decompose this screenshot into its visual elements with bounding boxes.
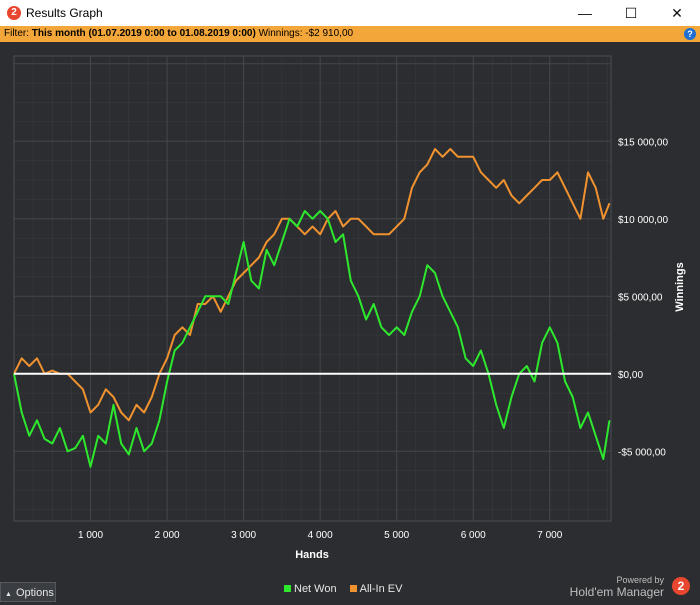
title-bar: 2 Results Graph — ☐ ✕ bbox=[0, 0, 700, 27]
filter-value: This month (01.07.2019 0:00 to 01.08.201… bbox=[31, 28, 256, 39]
legend-item-net-won[interactable]: Net Won bbox=[284, 583, 337, 595]
options-label: Options bbox=[15, 587, 54, 599]
app-logo-icon: 2 bbox=[7, 6, 21, 20]
y-tick-labels: -$5 000,00 $0,00 $5 000,00 $10 000,00 $15 00… bbox=[618, 137, 668, 458]
y-tick-label: $10 000,00 bbox=[618, 215, 668, 226]
y-axis-title: Winnings bbox=[674, 262, 686, 311]
legend-swatch-net-won bbox=[284, 585, 291, 592]
brand-logo-icon: 2 bbox=[672, 577, 690, 595]
x-tick-labels: 1 000 2 000 3 000 4 000 5 000 6 000 7 000 bbox=[78, 530, 563, 541]
series-line-all-in-ev bbox=[13, 148, 611, 422]
legend-label: Net Won bbox=[294, 583, 337, 595]
x-tick-label: 3 000 bbox=[231, 530, 256, 541]
help-icon[interactable]: ? bbox=[684, 28, 696, 40]
brand-name: Hold'em Manager bbox=[569, 585, 664, 599]
filter-label: Filter: bbox=[4, 28, 29, 39]
minimize-button[interactable]: — bbox=[578, 5, 592, 21]
options-button[interactable]: ▲ Options bbox=[0, 582, 56, 602]
results-chart: 1 000 2 000 3 000 4 000 5 000 6 000 7 000 -$5 … bbox=[13, 55, 686, 561]
maximize-button[interactable]: ☐ bbox=[624, 5, 638, 21]
x-axis-title: Hands bbox=[295, 549, 329, 561]
y-tick-label: $0,00 bbox=[618, 370, 643, 381]
plot-frame bbox=[13, 55, 612, 522]
x-tick-label: 1 000 bbox=[78, 530, 103, 541]
legend-label: All-In EV bbox=[359, 583, 403, 595]
chart-legend: Net Won All-In EV bbox=[284, 583, 412, 595]
close-button[interactable]: ✕ bbox=[671, 5, 683, 21]
x-tick-label: 2 000 bbox=[155, 530, 180, 541]
chart-grid bbox=[13, 55, 612, 522]
window-title: Results Graph bbox=[26, 6, 103, 20]
chart-series bbox=[13, 148, 611, 468]
powered-by-text: Powered by bbox=[616, 575, 664, 585]
legend-item-all-in-ev[interactable]: All-In EV bbox=[349, 583, 403, 595]
y-tick-label: -$5 000,00 bbox=[618, 447, 666, 458]
winnings-label: Winnings: bbox=[258, 28, 303, 39]
series-line-net-won bbox=[13, 210, 611, 468]
triangle-up-icon: ▲ bbox=[5, 591, 12, 598]
x-tick-label: 6 000 bbox=[461, 530, 486, 541]
filter-bar: Filter: This month (01.07.2019 0:00 to 0… bbox=[0, 26, 700, 42]
x-tick-label: 4 000 bbox=[308, 530, 333, 541]
y-tick-label: $5 000,00 bbox=[618, 292, 663, 303]
x-tick-label: 5 000 bbox=[384, 530, 409, 541]
brand: Powered by Hold'em Manager bbox=[570, 574, 664, 598]
winnings-value: -$2 910,00 bbox=[305, 28, 354, 39]
x-tick-label: 7 000 bbox=[537, 530, 562, 541]
y-tick-label: $15 000,00 bbox=[618, 137, 668, 148]
legend-swatch-all-in-ev bbox=[349, 585, 357, 592]
bottom-bar: ▲ Options Net Won All-In EV Powered by Ho… bbox=[0, 575, 700, 602]
